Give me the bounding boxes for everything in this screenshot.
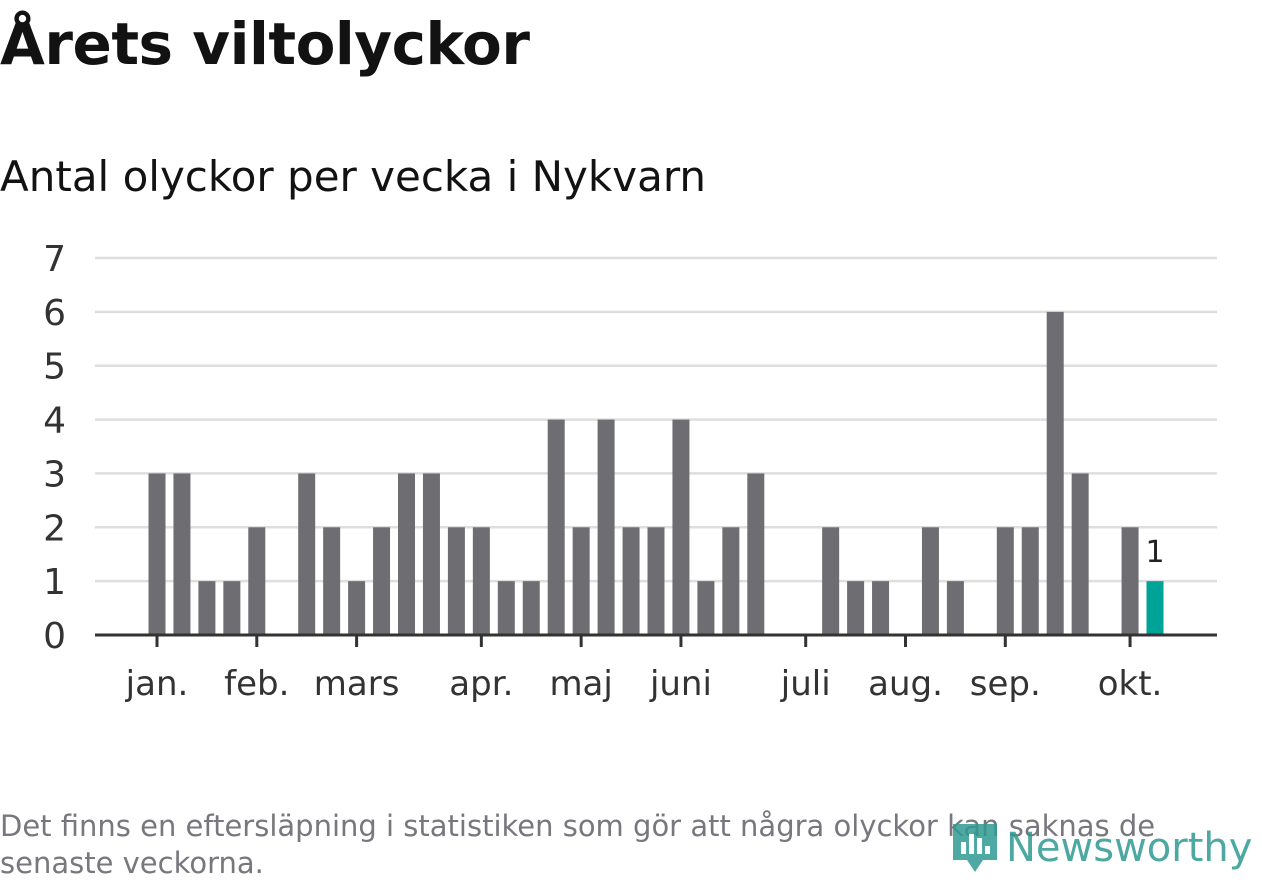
bar	[822, 527, 840, 635]
x-tick-label: okt.	[1098, 664, 1163, 704]
x-tick-label: juni	[649, 664, 712, 704]
bar	[422, 473, 440, 635]
bar	[198, 581, 216, 635]
y-tick-label-4: 4	[43, 401, 66, 442]
bar	[398, 473, 415, 635]
bar	[597, 419, 615, 635]
bar	[672, 419, 690, 635]
x-tick-label: maj	[549, 664, 612, 704]
x-tick-label: aug.	[868, 664, 943, 704]
bar	[747, 473, 765, 635]
logo-text: Newsworthy	[1006, 825, 1253, 871]
chart-subtitle: Antal olyckor per vecka i Nykvarn	[0, 152, 706, 201]
bar	[921, 527, 939, 635]
bar	[872, 581, 890, 635]
bar-highlight	[1146, 581, 1164, 635]
bar	[946, 581, 964, 635]
chart-title: Årets viltolyckor	[0, 10, 530, 78]
bar	[323, 527, 341, 635]
bar	[1021, 527, 1039, 635]
newsworthy-logo-icon	[953, 824, 997, 872]
bar	[1046, 311, 1064, 635]
bar	[722, 527, 740, 635]
bar	[497, 581, 515, 635]
bar	[647, 527, 665, 635]
bar	[447, 527, 465, 635]
y-tick-label-3: 3	[43, 454, 66, 495]
bar	[522, 581, 540, 635]
x-tick-label: sep.	[970, 664, 1041, 704]
bar	[1071, 473, 1089, 635]
y-tick-label-6: 6	[43, 293, 66, 334]
bar	[373, 527, 391, 635]
bar	[1121, 527, 1139, 635]
y-tick-label-0: 0	[43, 616, 66, 657]
x-tick-label: jan.	[125, 664, 189, 704]
bar	[697, 581, 715, 635]
y-tick-label-2: 2	[43, 508, 66, 549]
y-tick-label-5: 5	[43, 347, 66, 388]
bar	[472, 527, 490, 635]
x-tick-label: apr.	[449, 664, 513, 704]
bar	[572, 527, 590, 635]
y-tick-label-1: 1	[43, 562, 66, 603]
bar	[622, 527, 640, 635]
y-tick-label-7: 7	[43, 239, 66, 280]
bar	[223, 581, 241, 635]
bar	[847, 581, 865, 635]
bar	[298, 473, 316, 635]
bar-value-label: 1	[1145, 535, 1164, 570]
bar	[547, 419, 565, 635]
bar	[173, 473, 191, 635]
newsworthy-logo: Newsworthy	[950, 818, 1252, 878]
bar	[148, 473, 166, 635]
x-tick-label: mars	[314, 664, 400, 704]
bar	[996, 527, 1014, 635]
bar	[348, 581, 366, 635]
bar	[248, 527, 266, 635]
x-tick-label: feb.	[224, 664, 289, 704]
x-tick-label: juli	[780, 664, 831, 704]
